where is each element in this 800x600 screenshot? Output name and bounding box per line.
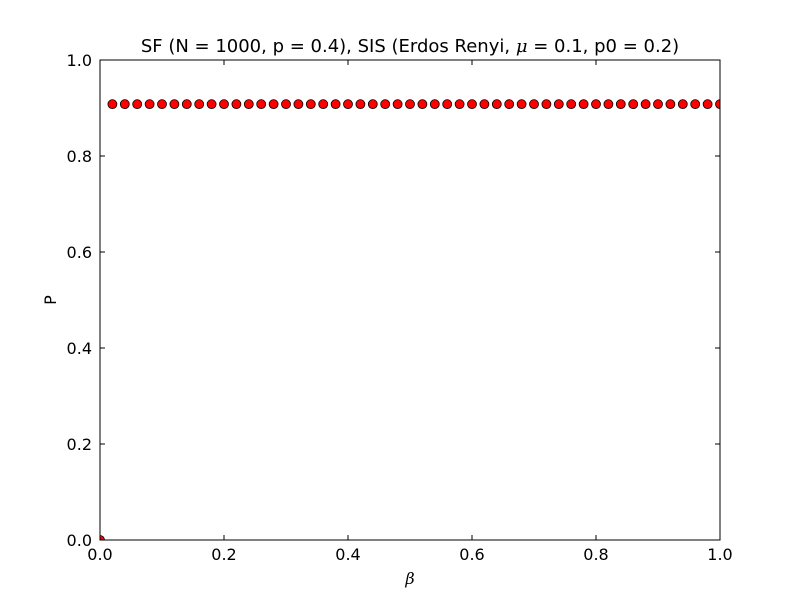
data-point <box>181 99 192 110</box>
data-point <box>491 99 502 110</box>
data-point <box>231 99 242 110</box>
x-axis-label: β <box>404 569 414 588</box>
data-point <box>343 99 353 110</box>
x-tick-label: 0.8 <box>583 545 608 564</box>
x-axis-ticks: 0.0 0.2 0.4 0.6 0.8 1.0 <box>87 60 733 564</box>
data-points <box>100 99 720 540</box>
x-tick-label: 1.0 <box>707 545 732 564</box>
data-point <box>417 99 428 110</box>
data-point <box>107 99 118 110</box>
data-point <box>628 99 639 110</box>
data-point <box>541 99 552 110</box>
data-point <box>330 99 341 110</box>
data-point <box>640 99 651 110</box>
data-point <box>578 99 589 110</box>
data-point <box>318 99 329 110</box>
chart-title-part-before: SF (N = 1000, p = 0.4), SIS (Erdos Renyi… <box>141 36 516 57</box>
data-point <box>467 99 477 110</box>
data-point <box>380 99 391 110</box>
x-tick-label: 0.2 <box>211 545 236 564</box>
data-point <box>429 99 440 110</box>
data-point <box>405 99 415 110</box>
data-point <box>504 99 515 110</box>
data-point <box>603 99 614 110</box>
y-axis-label: P <box>41 295 60 305</box>
data-point <box>355 99 366 110</box>
plot-frame <box>99 59 721 541</box>
data-point <box>243 99 254 110</box>
data-point <box>566 99 577 110</box>
data-point <box>169 99 180 110</box>
data-point <box>690 99 701 110</box>
y-tick-label: 0.4 <box>67 339 92 358</box>
data-point <box>157 99 167 110</box>
data-point <box>392 99 403 110</box>
data-point <box>442 99 453 110</box>
data-point <box>529 99 539 110</box>
data-point <box>615 99 626 110</box>
data-point <box>293 99 304 110</box>
y-tick-label: 0.8 <box>67 147 92 166</box>
data-point <box>268 99 279 110</box>
data-point <box>305 99 316 110</box>
data-point <box>516 99 527 110</box>
chart-title-part-after: = 0.1, p0 = 0.2) <box>528 36 680 57</box>
data-point <box>653 99 663 110</box>
y-tick-label: 0.2 <box>67 435 92 454</box>
x-tick-label: 0.6 <box>459 545 484 564</box>
series-points <box>100 99 720 540</box>
data-point <box>591 99 601 110</box>
data-point <box>194 99 205 110</box>
data-point <box>206 99 217 110</box>
data-point <box>665 99 676 110</box>
data-point <box>715 99 720 110</box>
x-tick-label: 0.4 <box>335 545 360 564</box>
x-tick-label: 0.0 <box>87 545 112 564</box>
y-tick-label: 0.0 <box>67 531 92 550</box>
data-point <box>702 99 713 110</box>
data-point <box>144 99 155 110</box>
data-point <box>100 535 105 540</box>
data-point <box>219 99 229 110</box>
data-point <box>256 99 267 110</box>
chart-title-mu-symbol: μ <box>516 36 528 57</box>
data-point <box>454 99 465 110</box>
data-point <box>367 99 378 110</box>
data-point <box>132 99 143 110</box>
data-point <box>479 99 490 110</box>
chart-title: SF (N = 1000, p = 0.4), SIS (Erdos Renyi… <box>141 36 679 57</box>
data-point <box>553 99 564 110</box>
data-point <box>677 99 688 110</box>
y-tick-label: 1.0 <box>67 51 92 70</box>
data-point <box>119 99 130 110</box>
data-point <box>281 99 291 110</box>
y-tick-label: 0.6 <box>67 243 92 262</box>
